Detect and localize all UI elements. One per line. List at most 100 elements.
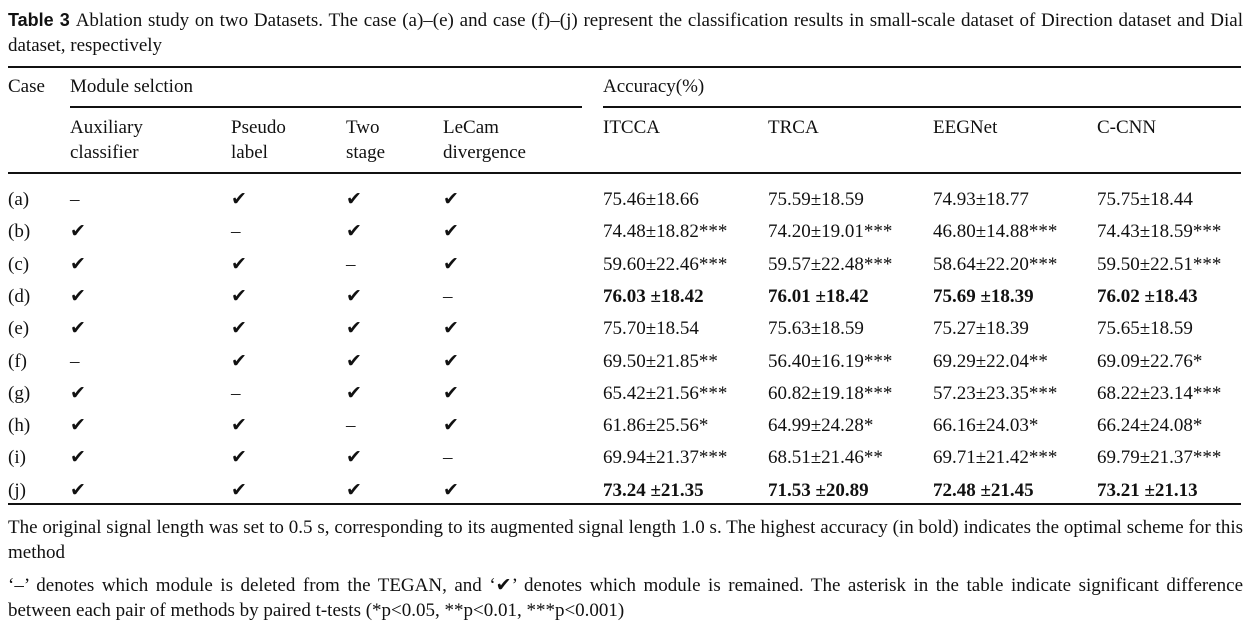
- row-label: (c): [8, 253, 30, 275]
- cell: 59.57±22.48***: [768, 253, 893, 275]
- cell: 46.80±14.88***: [933, 221, 1058, 243]
- cell: 76.01 ±18.42: [768, 285, 869, 307]
- row-label: (h): [8, 415, 31, 437]
- column-header: Two stage: [346, 117, 386, 163]
- cell: ✔: [443, 253, 459, 275]
- note: The original signal length was set to 0.…: [8, 517, 1243, 563]
- cell: 64.99±24.28*: [768, 415, 874, 437]
- cell: ✔: [443, 189, 459, 210]
- cell: 68.22±23.14***: [1097, 382, 1222, 404]
- cell: –: [231, 382, 241, 404]
- column-header: TRCA: [768, 117, 819, 138]
- cell: ✔: [70, 318, 86, 340]
- cell: 59.50±22.51***: [1097, 253, 1222, 275]
- cell: 57.23±23.35***: [933, 382, 1058, 404]
- cell: ✔: [443, 221, 459, 243]
- cell: ✔: [443, 415, 459, 437]
- cell: 69.50±21.85**: [603, 350, 718, 372]
- cell: 76.03 ±18.42: [603, 285, 704, 307]
- cell: ✔: [346, 318, 362, 340]
- cell: –: [346, 415, 356, 437]
- cell: 75.75±18.44: [1097, 189, 1193, 210]
- cell: 76.02 ±18.43: [1097, 285, 1198, 307]
- cell: ✔: [70, 253, 86, 275]
- group-rule: [70, 106, 582, 108]
- cell: 60.82±19.18***: [768, 382, 893, 404]
- cell: –: [443, 447, 453, 469]
- cell: 72.48 ±21.45: [933, 479, 1034, 501]
- row-label: (f): [8, 350, 27, 372]
- cell: ✔: [70, 285, 86, 307]
- cell: ✔: [443, 350, 459, 372]
- column-header: LeCam divergence: [443, 117, 526, 163]
- cell: 73.21 ±21.13: [1097, 479, 1198, 501]
- cell: 68.51±21.46**: [768, 447, 883, 469]
- cell: ✔: [231, 318, 247, 340]
- cell: ✔: [443, 382, 459, 404]
- column-header: ITCCA: [603, 117, 660, 138]
- cell: ✔: [346, 479, 362, 501]
- cell: ✔: [70, 221, 86, 243]
- cell: 75.70±18.54: [603, 318, 699, 340]
- cell: 59.60±22.46***: [603, 253, 728, 275]
- cell: ✔: [346, 447, 362, 469]
- row-label: (j): [8, 479, 26, 501]
- column-header: Auxiliary classifier: [70, 117, 143, 163]
- cell: 74.20±19.01***: [768, 221, 893, 243]
- cell: 56.40±16.19***: [768, 350, 893, 372]
- row-label: (b): [8, 221, 31, 243]
- column-header: C-CNN: [1097, 117, 1157, 138]
- cell: –: [443, 285, 453, 307]
- cell: 74.93±18.77: [933, 189, 1029, 210]
- cell: 74.48±18.82***: [603, 221, 728, 243]
- cell: 75.69 ±18.39: [933, 285, 1034, 307]
- cell: 75.27±18.39: [933, 318, 1029, 340]
- cell: ✔: [70, 415, 86, 437]
- cell: 69.29±22.04**: [933, 350, 1048, 372]
- cell: ✔: [231, 350, 247, 372]
- cell: –: [346, 253, 356, 275]
- caption-label: Table 3: [8, 10, 70, 30]
- cell: ✔: [70, 479, 86, 501]
- header-rule: [8, 172, 1241, 174]
- cell: ✔: [346, 189, 362, 210]
- cell: 75.46±18.66: [603, 189, 699, 210]
- cell: ✔: [231, 189, 247, 210]
- cell: 69.71±21.42***: [933, 447, 1058, 469]
- cell: ✔: [70, 382, 86, 404]
- cell: 75.63±18.59: [768, 318, 864, 340]
- column-header: EEGNet: [933, 117, 998, 138]
- caption: Table 3 Ablation study on two Datasets. T…: [8, 8, 1243, 58]
- group-header: Module selction: [70, 76, 193, 97]
- cell: 69.09±22.76*: [1097, 350, 1203, 372]
- cell: ✔: [70, 447, 86, 469]
- cell: 69.79±21.37***: [1097, 447, 1222, 469]
- cell: ✔: [346, 350, 362, 372]
- cell: 69.94±21.37***: [603, 447, 728, 469]
- row-label: (i): [8, 447, 26, 469]
- bottom-rule: [8, 503, 1241, 505]
- row-label: (g): [8, 382, 31, 404]
- caption-text: Ablation study on two Datasets. The case…: [8, 10, 1243, 56]
- cell: –: [70, 350, 80, 372]
- top-rule: [8, 66, 1241, 68]
- cell: –: [231, 221, 241, 243]
- cell: 75.59±18.59: [768, 189, 864, 210]
- column-header: Pseudo label: [231, 117, 286, 163]
- cell: ✔: [231, 285, 247, 307]
- cell: 66.16±24.03*: [933, 415, 1039, 437]
- cell: 66.24±24.08*: [1097, 415, 1203, 437]
- cell: ✔: [443, 318, 459, 340]
- cell: ✔: [346, 285, 362, 307]
- cell: 58.64±22.20***: [933, 253, 1058, 275]
- cell: 75.65±18.59: [1097, 318, 1193, 340]
- cell: –: [70, 189, 80, 210]
- cell: ✔: [346, 382, 362, 404]
- cell: ✔: [231, 253, 247, 275]
- cell: 65.42±21.56***: [603, 382, 728, 404]
- cell: 61.86±25.56*: [603, 415, 709, 437]
- cell: ✔: [231, 415, 247, 437]
- row-label: (d): [8, 285, 31, 307]
- row-label: (e): [8, 318, 30, 340]
